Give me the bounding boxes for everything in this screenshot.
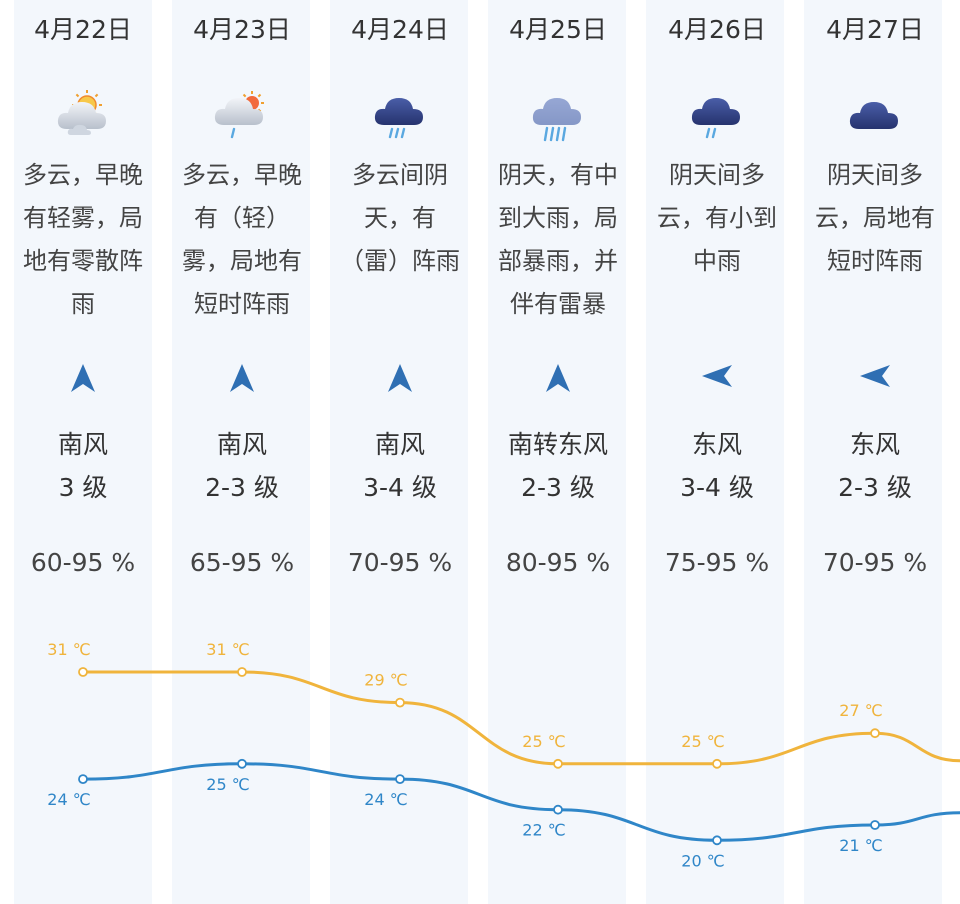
humidity: 80-95 % (505, 548, 611, 577)
day-description: 多云，早晚有（轻） 雾，局地有短时阵雨 (167, 154, 317, 326)
description-line: 地有零散阵 (23, 247, 143, 275)
high-temp-point (78, 667, 88, 677)
low-temp-point (712, 835, 722, 846)
overcast-cloud-icon (796, 85, 954, 145)
low-temp-point (237, 758, 247, 769)
description-line: 阴天间多 (827, 161, 923, 189)
day-column-bg (646, 0, 784, 904)
description-line: 有（轻） (194, 204, 290, 232)
description-line: 多云，早晚 (23, 161, 143, 189)
description-line: 多云间阴 (352, 161, 448, 189)
wind-level: 2-3 级 (838, 473, 912, 502)
cloud-sun-drizzle-icon (163, 85, 321, 145)
low-temp-point (870, 820, 880, 830)
day-description: 阴天间多云，局地有短时阵雨 (800, 154, 950, 283)
wind-direction-arrow-icon (163, 362, 321, 394)
wind-level: 3-4 级 (363, 473, 437, 502)
description-line: 伴有雷暴 (510, 290, 606, 318)
day-date: 4月26日 (668, 15, 766, 44)
high-temp-label: 25 ℃ (522, 732, 565, 751)
day-date: 4月25日 (509, 15, 607, 44)
day-date: 4月27日 (826, 15, 924, 44)
humidity: 70-95 % (347, 548, 453, 577)
day-date: 4月23日 (193, 15, 291, 44)
partly-cloudy-sun-fog-icon (4, 85, 162, 145)
high-temp-point (395, 697, 405, 708)
description-line: 云，局地有 (815, 204, 935, 232)
description-line: 雨 (71, 290, 95, 318)
high-temp-point (870, 728, 880, 739)
low-temp-point (553, 804, 563, 815)
wind-direction-arrow-icon (321, 362, 479, 394)
day-description: 阴天间多云，有小到中雨 (642, 154, 792, 283)
wind-level: 2-3 级 (521, 473, 595, 502)
description-line: （雷）阵雨 (340, 247, 460, 275)
low-temp-label: 25 ℃ (206, 775, 249, 794)
wind-direction: 南风 (57, 430, 108, 459)
day-date: 4月24日 (351, 15, 449, 44)
wind-direction: 东风 (691, 430, 742, 459)
description-line: 短时阵雨 (827, 247, 923, 275)
low-temp-label: 20 ℃ (681, 851, 724, 870)
wind-level: 3 级 (58, 473, 108, 502)
humidity: 65-95 % (189, 548, 295, 577)
high-temp-point (553, 758, 563, 769)
temperature-chart: 31 ℃ 31 ℃ 29 ℃ 25 ℃ 25 ℃ 27 ℃ 24 ℃ 25 ℃ 24 ℃ 22 ℃… (47, 640, 960, 870)
high-temp-label: 31 ℃ (206, 640, 249, 659)
day-description: 阴天，有中到大雨，局部暴雨，并伴有雷暴 (483, 154, 633, 326)
wind-direction: 南风 (374, 430, 425, 459)
description-line: 雾，局地有 (182, 247, 302, 275)
description-line: 多云，早晚 (182, 161, 302, 189)
wind-level: 2-3 级 (205, 473, 279, 502)
day-column-bg (14, 0, 152, 904)
day-column-bg (330, 0, 468, 904)
low-temp-label: 24 ℃ (47, 790, 90, 809)
day-description: 多云间阴天，有 （雷）阵雨 (325, 154, 475, 283)
wind-direction-arrow-icon (796, 362, 954, 390)
day-date: 4月22日 (34, 15, 132, 44)
wind-level: 3-4 级 (680, 473, 754, 502)
description-line: 短时阵雨 (194, 290, 290, 318)
description-line: 阴天间多 (669, 161, 765, 189)
low-temp-point (395, 774, 405, 785)
description-line: 阴天，有中 (498, 161, 618, 189)
high-temp-point (712, 758, 722, 769)
high-temp-label: 31 ℃ (47, 640, 90, 659)
heavy-rain-cloud-icon (479, 85, 637, 145)
low-temp-label: 22 ℃ (522, 821, 565, 840)
description-line: 有轻雾，局 (23, 204, 143, 232)
low-temp-label: 21 ℃ (839, 836, 882, 855)
description-line: 天，有 (364, 204, 436, 232)
description-line: 中雨 (693, 247, 741, 275)
wind-direction-arrow-icon (479, 362, 637, 394)
day-column-bg (804, 0, 942, 904)
humidity: 60-95 % (30, 548, 136, 577)
description-line: 云，有小到 (657, 204, 777, 232)
wind-direction: 东风 (849, 430, 900, 459)
thunder-rain-cloud-icon (321, 85, 479, 145)
description-line: 部暴雨，并 (498, 247, 618, 275)
low-temp-point (78, 774, 88, 785)
wind-direction: 南风 (216, 430, 267, 459)
wind-direction-arrow-icon (638, 362, 796, 390)
wind-direction-arrow-icon (4, 362, 162, 394)
wind-direction: 南转东风 (507, 430, 608, 459)
high-temp-label: 29 ℃ (364, 671, 407, 690)
rain-cloud-icon (638, 85, 796, 145)
high-temp-point (237, 667, 247, 677)
low-temp-label: 24 ℃ (364, 790, 407, 809)
day-column-bg (172, 0, 310, 904)
humidity: 70-95 % (822, 548, 928, 577)
humidity: 75-95 % (664, 548, 770, 577)
high-temp-label: 27 ℃ (839, 701, 882, 720)
high-temp-label: 25 ℃ (681, 732, 724, 751)
day-description: 多云，早晚有轻雾，局地有零散阵雨 (8, 154, 158, 326)
description-line: 到大雨，局 (498, 204, 618, 232)
